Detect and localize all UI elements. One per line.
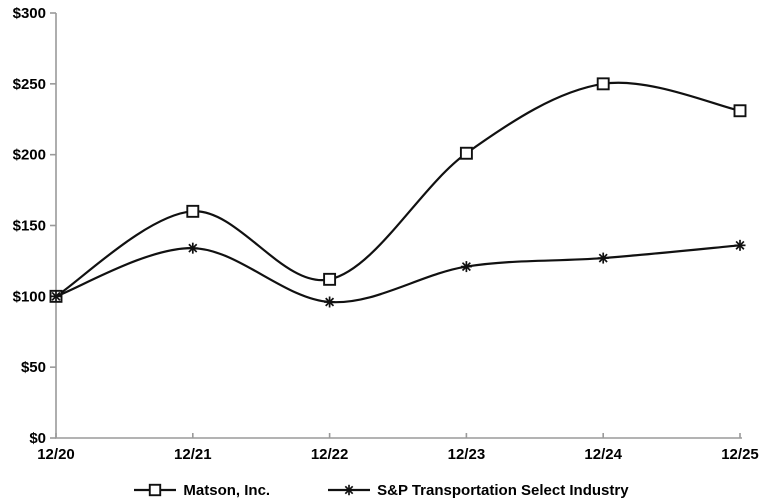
y-axis-tick-label: $150 xyxy=(13,218,46,235)
square-marker-icon xyxy=(323,272,337,286)
legend-line-sample xyxy=(134,483,177,497)
line-chart-canvas: $0 $50 $100 $150 $200 $250 $300 12/20 12/21 12/22… xyxy=(13,5,759,463)
x-axis-tick-label: 12/21 xyxy=(174,446,212,463)
x-axis-tick-label: 12/23 xyxy=(448,446,486,463)
series-line-sp-transportation xyxy=(55,244,741,304)
series-line-matson xyxy=(55,81,741,298)
asterisk-marker-icon xyxy=(343,484,355,496)
asterisk-marker-icon xyxy=(597,252,609,264)
y-axis-tick-label: $50 xyxy=(21,359,46,376)
y-axis-tick-label: $250 xyxy=(13,76,46,93)
asterisk-marker-icon xyxy=(187,242,199,254)
legend-line-sample xyxy=(328,484,371,496)
legend-item-sp-transportation: S&P Transportation Select Industry xyxy=(328,481,629,499)
y-axis-tick-label: $200 xyxy=(13,147,46,164)
square-marker-icon xyxy=(459,146,473,160)
legend-item-matson: Matson, Inc. xyxy=(134,482,270,499)
chart-legend: Matson, Inc. S&P Transportation Select In… xyxy=(0,469,763,504)
x-axis-tick-label: 12/22 xyxy=(311,446,349,463)
asterisk-marker-icon xyxy=(734,239,746,251)
y-axis-tick-label: $0 xyxy=(29,430,46,447)
y-axis-tick-label: $300 xyxy=(13,5,46,22)
square-marker-icon xyxy=(596,77,610,91)
square-marker-icon xyxy=(186,204,200,218)
legend-label: S&P Transportation Select Industry xyxy=(377,481,629,499)
asterisk-marker-icon xyxy=(324,296,336,308)
legend-label: Matson, Inc. xyxy=(183,481,271,499)
x-axis-tick-label: 12/24 xyxy=(584,446,622,463)
square-marker-icon xyxy=(149,483,162,497)
asterisk-marker-icon xyxy=(460,261,472,273)
asterisk-marker-icon xyxy=(50,290,62,302)
square-marker-icon xyxy=(733,104,747,118)
y-axis-tick-label: $100 xyxy=(13,288,46,305)
x-axis-tick-label: 12/25 xyxy=(721,446,759,463)
x-axis-tick-label: 12/20 xyxy=(37,446,75,463)
